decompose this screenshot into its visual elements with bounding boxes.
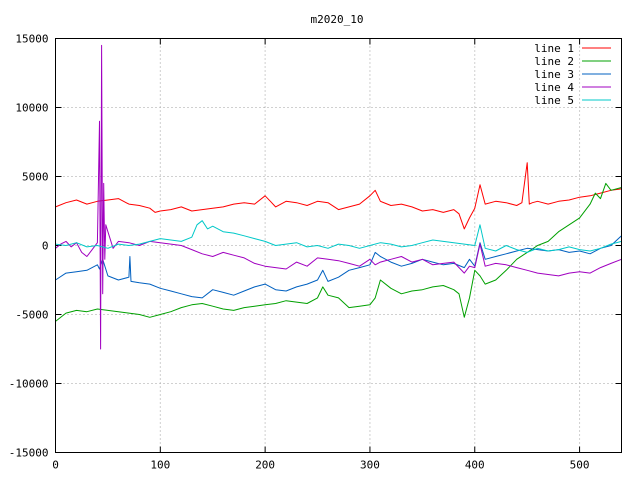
x-tick-label: 0: [52, 459, 59, 472]
legend-label-1: line 1: [534, 42, 574, 55]
series-line-1: [55, 162, 622, 230]
x-tick-label: 400: [465, 459, 485, 472]
series-line-3: [55, 235, 622, 299]
x-tick-label: 100: [150, 459, 170, 472]
legend-label-5: line 5: [534, 94, 574, 107]
y-tick-label: 10000: [15, 102, 48, 115]
y-tick-label: -10000: [9, 378, 49, 391]
legend-label-4: line 4: [534, 81, 574, 94]
y-tick-label: -5000: [15, 309, 48, 322]
series-line-4: [55, 44, 622, 350]
grid: [55, 38, 622, 453]
y-tick-label: 15000: [15, 33, 48, 46]
x-tick-label: 500: [570, 459, 590, 472]
plot-frame: [55, 38, 622, 453]
x-tick-label: 300: [360, 459, 380, 472]
legend-label-3: line 3: [534, 68, 574, 81]
y-tick-label: 0: [42, 240, 49, 253]
series-group: [55, 44, 622, 350]
y-tick-label: 5000: [22, 171, 49, 184]
y-tick-label: -15000: [9, 447, 49, 460]
legend-label-2: line 2: [534, 55, 574, 68]
axis-ticks: 0 100 200 300 400 500 -15000 -10000 -5000 0 5000 10…: [9, 33, 622, 472]
series-line-2: [55, 182, 622, 322]
x-tick-label: 200: [255, 459, 275, 472]
chart-title: m2020_10: [311, 13, 364, 26]
series-line-5: [55, 220, 622, 253]
